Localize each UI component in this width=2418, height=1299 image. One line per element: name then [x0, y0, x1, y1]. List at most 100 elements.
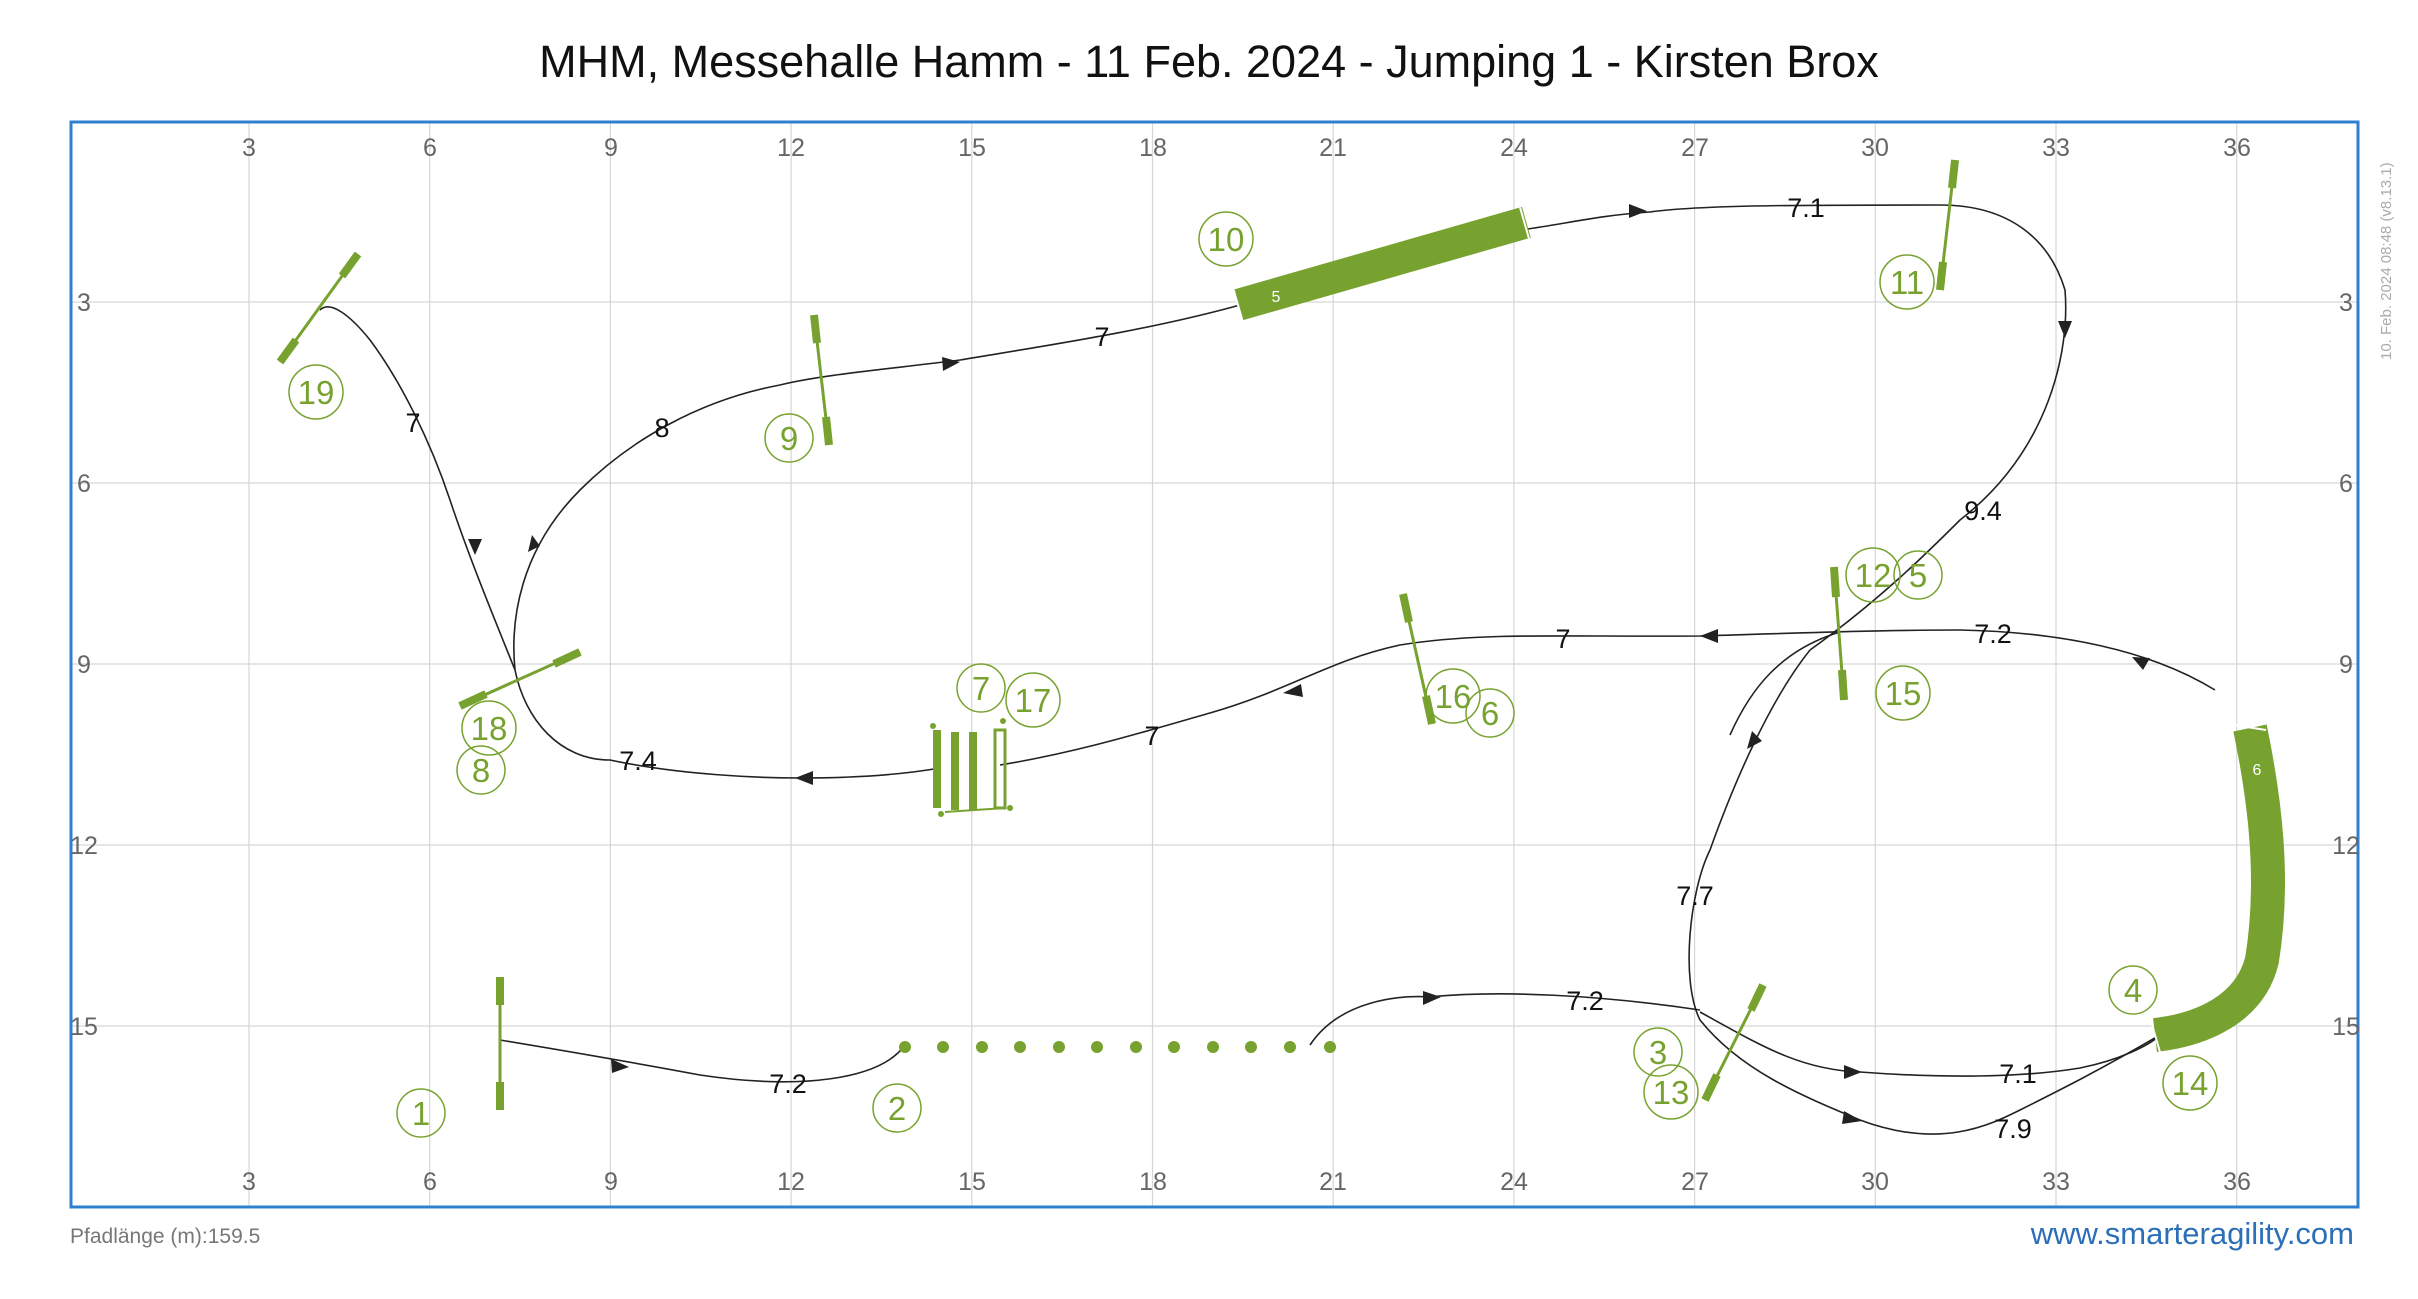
obstacle-number-11: [1879, 254, 1935, 310]
x-tick: 18: [1139, 1168, 1167, 1196]
obstacle-number: 15: [1885, 675, 1922, 712]
obstacle-number-12: [1845, 547, 1901, 603]
obstacles: [276, 159, 2285, 1110]
obstacle-number-19: [288, 364, 344, 420]
x-tick: 36: [2223, 1168, 2251, 1196]
arrow-icon: [528, 535, 540, 552]
jump-3-13: [1701, 983, 1767, 1102]
tunnel-curved: [2152, 724, 2285, 1052]
path-segment-7-8: [514, 669, 941, 779]
x-tick: 6: [423, 134, 437, 162]
path-segment-2-3: [1309, 993, 1701, 1046]
x-tick: 27: [1681, 134, 1709, 162]
obstacle-number-15: [1875, 665, 1931, 721]
y-ticks-right: 3 6 9 12 15: [2332, 289, 2360, 1041]
distance-label: 7.4: [619, 746, 657, 776]
arrow-icon: [468, 539, 482, 555]
x-tick: 15: [958, 1168, 986, 1196]
arrow-icon: [2132, 657, 2150, 670]
arrow-icon: [1629, 204, 1647, 218]
obstacle-number: 11: [1890, 264, 1924, 301]
obstacle-number-2: [872, 1083, 922, 1133]
path-segment-5-6: [1649, 204, 2067, 651]
distance-label: 7.9: [1994, 1114, 2032, 1144]
obstacle-number: 9: [780, 420, 798, 457]
y-tick: 3: [2339, 289, 2353, 317]
x-tick: 9: [604, 1168, 618, 1196]
distance-label: 7.1: [1787, 193, 1825, 223]
distance-label: 7.2: [1566, 986, 1604, 1016]
tunnel-straight: [1232, 206, 1531, 321]
obstacle-number: 13: [1653, 1074, 1690, 1111]
jump-11: [1936, 159, 1959, 291]
obstacle-number: 18: [471, 710, 508, 747]
distance-label: 9.4: [1964, 496, 2002, 526]
obstacle-number-6: [1465, 688, 1515, 738]
spread-jump-7-17: [930, 718, 1013, 817]
obstacle-number-9: [764, 413, 814, 463]
jump-8-18: [458, 648, 582, 710]
path-segment-13-15: [1688, 649, 1811, 1021]
obstacle-number: 14: [2172, 1065, 2209, 1102]
x-tick: 33: [2042, 134, 2070, 162]
x-tick: 15: [958, 134, 986, 162]
obstacle-number: 4: [2124, 972, 2142, 1009]
distance-label: 8: [654, 413, 669, 443]
obstacle-number-18: [461, 700, 517, 756]
obstacle-number-7: [956, 663, 1006, 713]
obstacle-number: 5: [1909, 557, 1927, 594]
tunnel-label: 5: [1272, 289, 1281, 306]
distance-label: 7.2: [1974, 619, 2012, 649]
obstacle-number-4: [2108, 965, 2158, 1015]
distance-label: 7: [1555, 624, 1570, 654]
obstacle-number: 2: [888, 1090, 906, 1127]
obstacle-number: 6: [1481, 695, 1499, 732]
arrow-icon: [2058, 321, 2072, 338]
obstacle-number: 7: [972, 670, 990, 707]
obstacle-number: 16: [1435, 678, 1472, 715]
direction-arrows: [468, 204, 2150, 1124]
weave-poles-2: [899, 1041, 1336, 1053]
arrow-icon: [1747, 731, 1762, 749]
y-tick: 9: [77, 651, 91, 679]
obstacle-number-13: [1643, 1064, 1699, 1120]
distance-label: 7: [1144, 721, 1159, 751]
y-tick: 6: [77, 470, 91, 498]
x-tick: 27: [1681, 1168, 1709, 1196]
arrow-icon: [795, 771, 813, 785]
arrow-icon: [1283, 684, 1303, 697]
timestamp-version: 10. Feb. 2024 08:48 (v8.13.1): [2378, 162, 2395, 360]
obstacle-number: 3: [1649, 1034, 1667, 1071]
y-tick: 15: [70, 1013, 98, 1041]
website-link[interactable]: www.smarteragility.com: [2030, 1216, 2354, 1251]
x-tick: 30: [1861, 134, 1889, 162]
x-ticks-top: 3 6 9 12 15 18 21 24 27 30 33 36: [242, 134, 2251, 162]
obstacle-number: 10: [1208, 221, 1245, 258]
path-length-label: Pfadlänge (m):159.5: [70, 1225, 261, 1248]
path-segment-8-9: [513, 384, 781, 671]
obstacle-number: 19: [298, 374, 335, 411]
x-ticks-bottom: 3 6 9 12 15 18 21 24 27 30 33 36: [242, 1168, 2251, 1196]
obstacle-number: 17: [1015, 682, 1052, 719]
x-tick: 6: [423, 1168, 437, 1196]
x-tick: 21: [1319, 1168, 1347, 1196]
path-segment-15-16: [1729, 631, 1841, 736]
arrow-icon: [1844, 1065, 1862, 1079]
obstacle-numbers: [288, 211, 2218, 1138]
obstacle-number: 1: [412, 1095, 430, 1132]
arrow-icon: [1423, 991, 1441, 1005]
obstacle-number-3: [1633, 1027, 1683, 1077]
path-segment-9-10: [779, 304, 1241, 386]
path-segment-6-7: [999, 629, 2216, 766]
x-tick: 12: [777, 1168, 805, 1196]
x-tick: 24: [1500, 1168, 1528, 1196]
y-tick: 6: [2339, 470, 2353, 498]
x-tick: 36: [2223, 134, 2251, 162]
path-segment-1-2: [499, 1039, 906, 1083]
course-frame: [69, 120, 2360, 1209]
arrow-icon: [1700, 629, 1718, 643]
distance-labels: 7.2 7.2 7.1 7.9 7.7 9.4 7.1 7 8 7 7.4 7 …: [405, 193, 2036, 1144]
x-tick: 9: [604, 134, 618, 162]
y-tick: 3: [77, 289, 91, 317]
x-tick: 18: [1139, 134, 1167, 162]
